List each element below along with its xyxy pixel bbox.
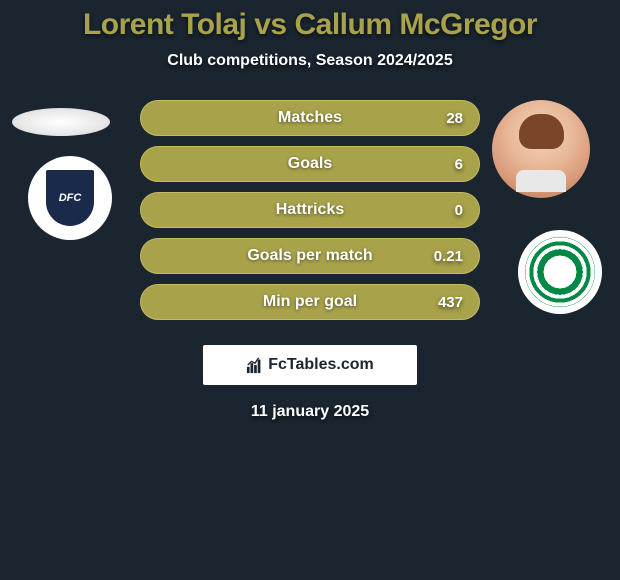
club-left-code: DFC — [46, 170, 94, 226]
chart-icon — [246, 356, 264, 374]
stat-bar: Min per goal 437 — [140, 284, 480, 320]
stat-value-right: 28 — [446, 110, 463, 127]
club-right-ring — [525, 237, 595, 307]
player2-avatar — [492, 100, 590, 198]
stat-row-matches: Matches 28 — [140, 100, 480, 136]
stat-value-right: 0 — [455, 202, 463, 219]
stat-bars: Matches 28 Goals 6 Hattricks 0 Goals per — [140, 100, 480, 330]
title-vs: vs — [254, 8, 286, 41]
stat-value-right: 437 — [438, 294, 463, 311]
stat-label: Min per goal — [263, 293, 357, 311]
stat-bar: Hattricks 0 — [140, 192, 480, 228]
stat-row-hattricks: Hattricks 0 — [140, 192, 480, 228]
player1-club-badge: DFC — [28, 156, 112, 240]
comparison-card: Lorent Tolaj vs Callum McGregor Club com… — [0, 0, 620, 580]
stat-value-right: 0.21 — [434, 248, 463, 265]
stat-label: Goals per match — [247, 247, 372, 265]
player2-club-badge — [518, 230, 602, 314]
brand-text: FcTables.com — [268, 356, 374, 374]
title-player2: Callum McGregor — [294, 8, 537, 41]
date-text: 11 january 2025 — [0, 403, 620, 421]
stat-label: Goals — [288, 155, 332, 173]
stat-bar: Goals 6 — [140, 146, 480, 182]
stats-area: DFC Matches 28 Goals 6 Hattricks — [0, 100, 620, 335]
stat-bar: Matches 28 — [140, 100, 480, 136]
player1-avatar — [12, 108, 110, 136]
stat-value-right: 6 — [455, 156, 463, 173]
stat-label: Matches — [278, 109, 342, 127]
stat-bar: Goals per match 0.21 — [140, 238, 480, 274]
brand-badge[interactable]: FcTables.com — [203, 345, 417, 385]
stat-row-min-per-goal: Min per goal 437 — [140, 284, 480, 320]
title-player1: Lorent Tolaj — [83, 8, 246, 41]
subtitle: Club competitions, Season 2024/2025 — [0, 52, 620, 70]
stat-row-goals: Goals 6 — [140, 146, 480, 182]
stat-row-goals-per-match: Goals per match 0.21 — [140, 238, 480, 274]
page-title: Lorent Tolaj vs Callum McGregor — [0, 0, 620, 42]
stat-label: Hattricks — [276, 201, 344, 219]
